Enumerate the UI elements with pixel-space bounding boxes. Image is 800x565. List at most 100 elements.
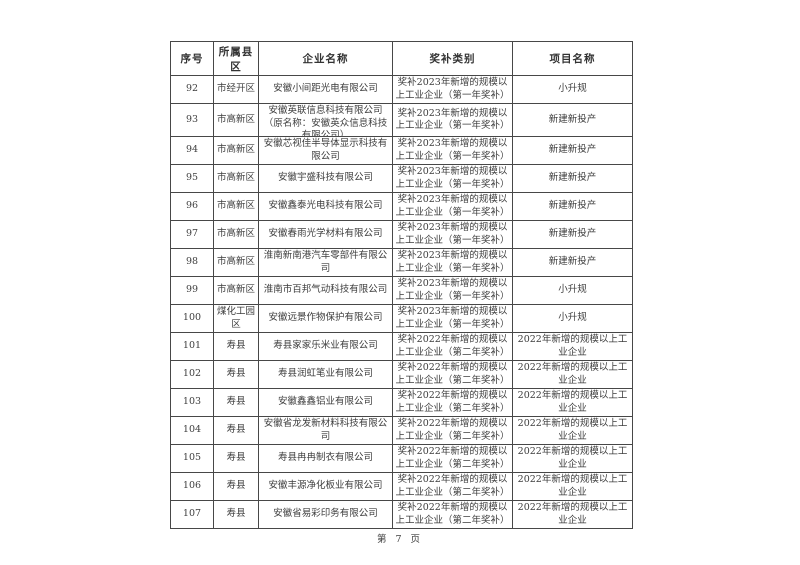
cell-category: 奖补2022年新增的规模以上工业企业（第二年奖补） (395, 390, 510, 414)
cell-district: 市经开区 (216, 83, 255, 95)
cell-district: 寿县 (226, 368, 246, 380)
cell-project: 新建新投产 (548, 200, 597, 212)
header-cell-project: 项目名称 (512, 41, 633, 76)
cell-serial-no: 92 (185, 83, 199, 95)
cell-category: 奖补2023年新增的规模以上工业企业（第一年奖补） (395, 166, 510, 190)
cell-district: 寿县 (226, 508, 246, 520)
cell-district: 市高新区 (216, 256, 255, 268)
table-row: 95 市高新区 安徽宇盛科技有限公司 奖补2023年新增的规模以上工业企业（第一… (170, 164, 633, 193)
cell-serial-no: 98 (185, 256, 199, 268)
cell-project: 新建新投产 (548, 256, 597, 268)
cell-serial-no: 105 (182, 452, 202, 464)
cell-project: 2022年新增的规模以上工业企业 (517, 502, 628, 526)
cell-serial-no: 93 (185, 113, 199, 125)
table-row: 104 寿县 安徽省龙发新材料科技有限公司 奖补2022年新增的规模以上工业企业… (170, 416, 633, 445)
cell-company: 安徽丰源净化板业有限公司 (268, 480, 383, 492)
table-row: 98 市高新区 淮南新南港汽车零部件有限公司 奖补2023年新增的规模以上工业企… (170, 248, 633, 277)
cell-company: 安徽省易彩印务有限公司 (273, 508, 378, 520)
header-cell-category: 奖补类别 (392, 41, 513, 76)
cell-district: 寿县 (226, 480, 246, 492)
table-row: 103 寿县 安徽鑫鑫铝业有限公司 奖补2022年新增的规模以上工业企业（第二年… (170, 388, 633, 417)
cell-district: 寿县 (226, 396, 246, 408)
cell-project: 小升规 (558, 284, 587, 296)
cell-company: 寿县冉冉制衣有限公司 (277, 452, 373, 464)
table-row: 96 市高新区 安徽鑫泰光电科技有限公司 奖补2023年新增的规模以上工业企业（… (170, 192, 633, 221)
cell-project: 2022年新增的规模以上工业企业 (517, 390, 628, 414)
cell-district: 市高新区 (216, 144, 255, 156)
cell-district: 市高新区 (216, 113, 255, 125)
cell-serial-no: 104 (182, 424, 202, 436)
cell-company: 寿县家家乐米业有限公司 (273, 340, 378, 352)
table-body: 92 市经开区 安徽小间距光电有限公司 奖补2023年新增的规模以上工业企业（第… (170, 75, 633, 529)
cell-project: 新建新投产 (548, 144, 597, 156)
cell-category: 奖补2022年新增的规模以上工业企业（第二年奖补） (395, 446, 510, 470)
page-number: 第 7 页 (376, 534, 424, 545)
cell-category: 奖补2022年新增的规模以上工业企业（第二年奖补） (395, 474, 510, 498)
header-cell-company: 企业名称 (258, 41, 393, 76)
table-row: 99 市高新区 淮南市百邦气动科技有限公司 奖补2023年新增的规模以上工业企业… (170, 276, 633, 305)
subsidy-table: 序号 所属县区 企业名称 奖补类别 项目名称 92 市经开区 安徽小间距光电有限… (170, 41, 633, 529)
cell-company: 淮南新南港汽车零部件有限公司 (263, 250, 388, 274)
cell-district: 寿县 (226, 452, 246, 464)
table-header-row: 序号 所属县区 企业名称 奖补类别 项目名称 (170, 41, 633, 76)
cell-company: 安徽芯视佳半导体显示科技有限公司 (263, 138, 388, 162)
cell-project: 小升规 (558, 312, 587, 324)
header-cell-district: 所属县区 (213, 41, 259, 76)
cell-serial-no: 107 (182, 508, 202, 520)
cell-project: 2022年新增的规模以上工业企业 (517, 334, 628, 358)
cell-category: 奖补2022年新增的规模以上工业企业（第二年奖补） (395, 418, 510, 442)
cell-company: 安徽鑫泰光电科技有限公司 (268, 200, 383, 212)
table-row: 92 市经开区 安徽小间距光电有限公司 奖补2023年新增的规模以上工业企业（第… (170, 75, 633, 104)
cell-project: 2022年新增的规模以上工业企业 (517, 446, 628, 470)
cell-district: 寿县 (226, 424, 246, 436)
cell-district: 市高新区 (216, 200, 255, 212)
table-row: 97 市高新区 安徽春雨光学材料有限公司 奖补2023年新增的规模以上工业企业（… (170, 220, 633, 249)
table-row: 100 煤化工园区 安徽远景作物保护有限公司 奖补2023年新增的规模以上工业企… (170, 304, 633, 333)
cell-project: 新建新投产 (548, 172, 597, 184)
cell-category: 奖补2023年新增的规模以上工业企业（第一年奖补） (395, 77, 510, 101)
cell-project: 新建新投产 (548, 113, 597, 125)
cell-company: 寿县润虹笔业有限公司 (277, 368, 373, 380)
cell-district: 市高新区 (216, 284, 255, 296)
cell-serial-no: 96 (185, 200, 199, 212)
table-row: 102 寿县 寿县润虹笔业有限公司 奖补2022年新增的规模以上工业企业（第二年… (170, 360, 633, 389)
cell-category: 奖补2022年新增的规模以上工业企业（第二年奖补） (395, 502, 510, 526)
table-row: 94 市高新区 安徽芯视佳半导体显示科技有限公司 奖补2023年新增的规模以上工… (170, 136, 633, 165)
cell-category: 奖补2023年新增的规模以上工业企业（第一年奖补） (395, 194, 510, 218)
cell-project: 新建新投产 (548, 228, 597, 240)
cell-project: 2022年新增的规模以上工业企业 (517, 418, 628, 442)
cell-serial-no: 95 (185, 172, 199, 184)
cell-company: 安徽小间距光电有限公司 (273, 83, 378, 95)
cell-project: 2022年新增的规模以上工业企业 (517, 474, 628, 498)
cell-serial-no: 102 (182, 368, 202, 380)
cell-district: 寿县 (226, 340, 246, 352)
cell-category: 奖补2023年新增的规模以上工业企业（第一年奖补） (395, 107, 510, 132)
cell-company: 安徽远景作物保护有限公司 (268, 312, 383, 324)
cell-category: 奖补2023年新增的规模以上工业企业（第一年奖补） (395, 250, 510, 274)
cell-serial-no: 101 (182, 340, 202, 352)
table-row: 101 寿县 寿县家家乐米业有限公司 奖补2022年新增的规模以上工业企业（第二… (170, 332, 633, 361)
header-cell-no: 序号 (170, 41, 214, 76)
cell-district: 市高新区 (216, 228, 255, 240)
table-row: 107 寿县 安徽省易彩印务有限公司 奖补2022年新增的规模以上工业企业（第二… (170, 500, 633, 529)
cell-project: 2022年新增的规模以上工业企业 (517, 362, 628, 386)
cell-company: 安徽鑫鑫铝业有限公司 (277, 396, 373, 408)
cell-company: 安徽英联信息科技有限公司（原名称：安徽英众信息科技有限公司） (263, 105, 388, 136)
cell-company: 淮南市百邦气动科技有限公司 (263, 284, 388, 296)
cell-category: 奖补2022年新增的规模以上工业企业（第二年奖补） (395, 334, 510, 358)
table-row: 93 市高新区 安徽英联信息科技有限公司（原名称：安徽英众信息科技有限公司） 奖… (170, 103, 633, 137)
cell-category: 奖补2023年新增的规模以上工业企业（第一年奖补） (395, 278, 510, 302)
cell-serial-no: 103 (182, 396, 202, 408)
cell-serial-no: 100 (182, 312, 202, 324)
cell-project: 小升规 (558, 83, 587, 95)
cell-company: 安徽宇盛科技有限公司 (277, 172, 373, 184)
cell-company: 安徽春雨光学材料有限公司 (268, 228, 383, 240)
cell-category: 奖补2023年新增的规模以上工业企业（第一年奖补） (395, 138, 510, 162)
cell-category: 奖补2023年新增的规模以上工业企业（第一年奖补） (395, 222, 510, 246)
cell-serial-no: 99 (185, 284, 199, 296)
cell-category: 奖补2022年新增的规模以上工业企业（第二年奖补） (395, 362, 510, 386)
cell-category: 奖补2023年新增的规模以上工业企业（第一年奖补） (395, 306, 510, 330)
table-row: 106 寿县 安徽丰源净化板业有限公司 奖补2022年新增的规模以上工业企业（第… (170, 472, 633, 501)
cell-district: 煤化工园区 (216, 306, 255, 330)
